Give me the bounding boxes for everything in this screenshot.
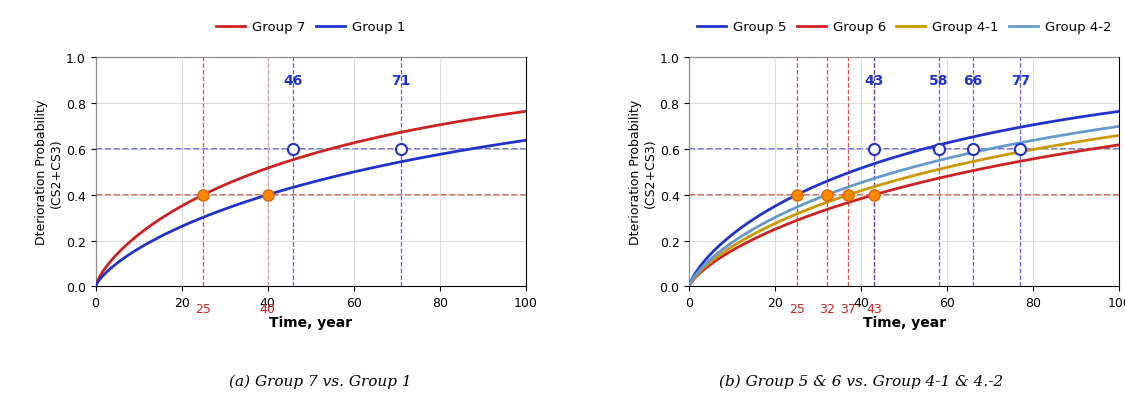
Y-axis label: Dterioration Probability
(CS2+CS3): Dterioration Probability (CS2+CS3) bbox=[629, 100, 657, 245]
Group 1 bbox=[89, 284, 102, 289]
Line: Group 4-2: Group 4-2 bbox=[690, 127, 1119, 286]
Group 4-2 bbox=[1100, 126, 1114, 131]
Group 6 bbox=[683, 284, 696, 289]
Group 5 bbox=[1113, 109, 1125, 114]
Group 4-1 bbox=[1113, 134, 1125, 138]
Group 6 bbox=[892, 186, 906, 191]
Group 7 bbox=[506, 111, 520, 116]
Group 5 bbox=[704, 251, 718, 256]
Group 4-2 bbox=[1113, 125, 1125, 130]
Group 4-2 bbox=[704, 257, 718, 261]
Group 4-1 bbox=[1022, 149, 1035, 154]
Text: (a) Group 7 vs. Group 1: (a) Group 7 vs. Group 1 bbox=[229, 374, 412, 388]
Text: 43: 43 bbox=[866, 303, 882, 316]
Group 5 bbox=[880, 158, 893, 162]
Group 5 bbox=[1100, 111, 1114, 116]
Group 4-2 bbox=[1022, 140, 1035, 144]
Group 7 bbox=[298, 154, 312, 159]
Group 4-2 bbox=[1100, 126, 1114, 131]
Group 6 bbox=[1100, 145, 1114, 150]
Group 4-1 bbox=[880, 181, 893, 186]
Group 6 bbox=[1022, 158, 1035, 163]
Group 6 bbox=[880, 189, 893, 194]
Group 1 bbox=[519, 138, 532, 143]
Text: 40: 40 bbox=[260, 303, 276, 316]
Line: Group 1: Group 1 bbox=[96, 141, 525, 286]
Text: 25: 25 bbox=[196, 303, 212, 316]
Group 1 bbox=[506, 140, 520, 145]
Text: (b) Group 5 & 6 vs. Group 4-1 & 4.-2: (b) Group 5 & 6 vs. Group 4-1 & 4.-2 bbox=[719, 374, 1002, 388]
Group 4-1 bbox=[683, 284, 696, 289]
Group 7 bbox=[428, 124, 441, 129]
Group 4-2 bbox=[880, 173, 893, 178]
Text: 37: 37 bbox=[840, 303, 856, 316]
Group 4-1 bbox=[892, 178, 906, 182]
Group 6 bbox=[1100, 145, 1114, 150]
Legend: Group 7, Group 1: Group 7, Group 1 bbox=[216, 21, 405, 34]
Group 7 bbox=[519, 109, 532, 114]
Group 7 bbox=[287, 158, 300, 162]
Group 5 bbox=[892, 154, 906, 159]
X-axis label: Time, year: Time, year bbox=[863, 315, 946, 329]
Text: 71: 71 bbox=[392, 74, 411, 88]
Group 5 bbox=[683, 284, 696, 289]
Group 7 bbox=[111, 251, 125, 256]
Text: 25: 25 bbox=[789, 303, 804, 316]
Line: Group 4-1: Group 4-1 bbox=[690, 136, 1119, 286]
Group 4-1 bbox=[1100, 136, 1114, 140]
Y-axis label: Dterioration Probability
(CS2+CS3): Dterioration Probability (CS2+CS3) bbox=[35, 100, 63, 245]
Group 4-1 bbox=[1100, 136, 1114, 140]
Legend: Group 5, Group 6, Group 4-1, Group 4-2: Group 5, Group 6, Group 4-1, Group 4-2 bbox=[698, 21, 1112, 34]
Group 7 bbox=[506, 111, 520, 116]
Group 4-1 bbox=[704, 259, 718, 264]
Group 5 bbox=[1022, 124, 1035, 129]
Group 1 bbox=[111, 261, 125, 265]
Group 5 bbox=[1100, 111, 1114, 116]
Text: 43: 43 bbox=[864, 74, 884, 88]
Text: 58: 58 bbox=[929, 74, 948, 88]
Group 1 bbox=[298, 182, 312, 187]
Group 7 bbox=[89, 284, 102, 289]
Group 1 bbox=[506, 140, 520, 145]
Group 1 bbox=[428, 154, 441, 158]
Text: 77: 77 bbox=[1011, 74, 1030, 88]
Text: 46: 46 bbox=[284, 74, 303, 88]
Group 4-2 bbox=[892, 169, 906, 174]
Group 4-2 bbox=[683, 284, 696, 289]
Text: 66: 66 bbox=[963, 74, 983, 88]
Group 6 bbox=[704, 262, 718, 267]
Line: Group 5: Group 5 bbox=[690, 112, 1119, 286]
Group 6 bbox=[1113, 143, 1125, 148]
Group 1 bbox=[287, 185, 300, 190]
X-axis label: Time, year: Time, year bbox=[269, 315, 352, 329]
Text: 32: 32 bbox=[819, 303, 835, 316]
Line: Group 6: Group 6 bbox=[690, 146, 1119, 286]
Line: Group 7: Group 7 bbox=[96, 112, 525, 286]
